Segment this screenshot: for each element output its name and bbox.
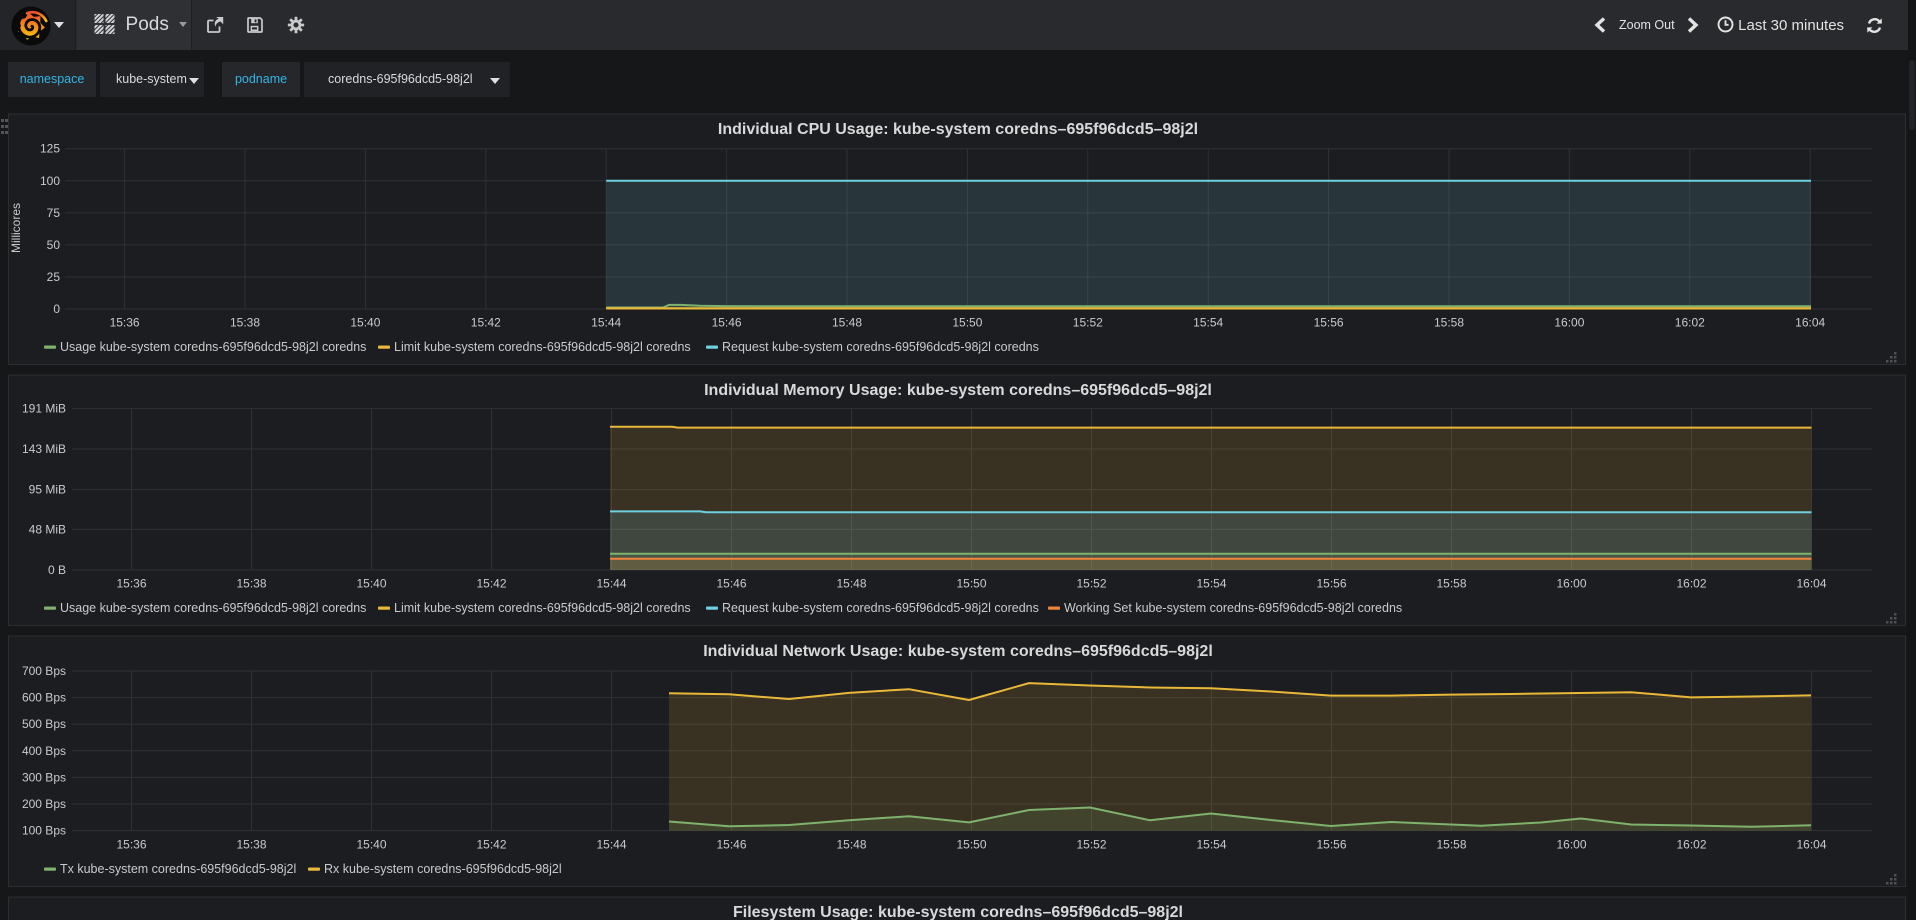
svg-text:600 Bps: 600 Bps bbox=[22, 691, 66, 705]
svg-text:300 Bps: 300 Bps bbox=[22, 770, 66, 784]
svg-text:Usage kube-system coredns-695f: Usage kube-system coredns-695f96dcd5-98j… bbox=[60, 601, 366, 615]
svg-text:15:52: 15:52 bbox=[1076, 838, 1106, 852]
svg-text:16:02: 16:02 bbox=[1676, 838, 1706, 852]
svg-text:15:46: 15:46 bbox=[716, 838, 746, 852]
svg-text:15:46: 15:46 bbox=[712, 316, 742, 330]
svg-text:0: 0 bbox=[53, 302, 60, 316]
svg-text:15:40: 15:40 bbox=[350, 316, 380, 330]
svg-text:0 B: 0 B bbox=[48, 563, 66, 577]
svg-text:50: 50 bbox=[47, 238, 61, 252]
svg-text:15:42: 15:42 bbox=[476, 838, 506, 852]
svg-text:15:56: 15:56 bbox=[1316, 838, 1346, 852]
svg-text:95 MiB: 95 MiB bbox=[29, 483, 66, 497]
svg-text:15:48: 15:48 bbox=[836, 838, 866, 852]
svg-text:15:48: 15:48 bbox=[836, 577, 866, 591]
svg-text:15:58: 15:58 bbox=[1436, 838, 1466, 852]
svg-text:100 Bps: 100 Bps bbox=[22, 824, 66, 838]
svg-text:15:52: 15:52 bbox=[1076, 577, 1106, 591]
svg-text:15:38: 15:38 bbox=[236, 838, 266, 852]
svg-text:200 Bps: 200 Bps bbox=[22, 797, 66, 811]
svg-text:48 MiB: 48 MiB bbox=[29, 522, 66, 536]
svg-text:16:02: 16:02 bbox=[1676, 577, 1706, 591]
svg-text:15:44: 15:44 bbox=[591, 316, 621, 330]
svg-text:Individual Memory Usage: kube-: Individual Memory Usage: kube-system cor… bbox=[704, 382, 1212, 399]
svg-text:Limit kube-system coredns-695f: Limit kube-system coredns-695f96dcd5-98j… bbox=[394, 340, 691, 354]
svg-text:16:04: 16:04 bbox=[1796, 577, 1826, 591]
svg-text:100: 100 bbox=[40, 174, 60, 188]
svg-text:Millicores: Millicores bbox=[9, 203, 23, 253]
svg-text:15:42: 15:42 bbox=[471, 316, 501, 330]
svg-text:Request kube-system coredns-69: Request kube-system coredns-695f96dcd5-9… bbox=[722, 340, 1039, 354]
svg-text:Rx kube-system coredns-695f96d: Rx kube-system coredns-695f96dcd5-98j2l bbox=[324, 862, 562, 876]
svg-text:16:00: 16:00 bbox=[1556, 838, 1586, 852]
svg-text:143 MiB: 143 MiB bbox=[22, 442, 66, 456]
svg-text:400 Bps: 400 Bps bbox=[22, 744, 66, 758]
svg-text:Individual CPU Usage: kube-sys: Individual CPU Usage: kube-system coredn… bbox=[718, 121, 1198, 138]
svg-text:16:00: 16:00 bbox=[1556, 577, 1586, 591]
svg-text:15:40: 15:40 bbox=[356, 577, 386, 591]
svg-text:15:44: 15:44 bbox=[596, 838, 626, 852]
svg-text:191 MiB: 191 MiB bbox=[22, 401, 66, 415]
svg-text:15:48: 15:48 bbox=[832, 316, 862, 330]
svg-text:15:44: 15:44 bbox=[596, 577, 626, 591]
svg-text:15:50: 15:50 bbox=[956, 577, 986, 591]
svg-text:15:46: 15:46 bbox=[716, 577, 746, 591]
svg-text:15:56: 15:56 bbox=[1316, 577, 1346, 591]
svg-text:Limit kube-system coredns-695f: Limit kube-system coredns-695f96dcd5-98j… bbox=[394, 601, 691, 615]
svg-text:15:36: 15:36 bbox=[116, 577, 146, 591]
svg-text:15:56: 15:56 bbox=[1314, 316, 1344, 330]
svg-text:15:54: 15:54 bbox=[1196, 838, 1226, 852]
svg-text:16:04: 16:04 bbox=[1796, 838, 1826, 852]
svg-text:25: 25 bbox=[47, 270, 61, 284]
svg-text:Usage kube-system coredns-695f: Usage kube-system coredns-695f96dcd5-98j… bbox=[60, 340, 366, 354]
svg-text:15:36: 15:36 bbox=[116, 838, 146, 852]
svg-text:15:42: 15:42 bbox=[476, 577, 506, 591]
svg-text:15:40: 15:40 bbox=[356, 838, 386, 852]
svg-text:15:38: 15:38 bbox=[236, 577, 266, 591]
svg-text:Working Set kube-system coredn: Working Set kube-system coredns-695f96dc… bbox=[1064, 601, 1402, 615]
svg-text:15:58: 15:58 bbox=[1434, 316, 1464, 330]
svg-text:125: 125 bbox=[40, 142, 60, 156]
svg-text:500 Bps: 500 Bps bbox=[22, 717, 66, 731]
svg-text:Request kube-system coredns-69: Request kube-system coredns-695f96dcd5-9… bbox=[722, 601, 1039, 615]
svg-text:15:50: 15:50 bbox=[952, 316, 982, 330]
svg-text:Filesystem Usage: kube-system: Filesystem Usage: kube-system coredns–69… bbox=[733, 904, 1183, 920]
svg-text:16:04: 16:04 bbox=[1795, 316, 1825, 330]
svg-text:Tx kube-system coredns-695f96d: Tx kube-system coredns-695f96dcd5-98j2l bbox=[60, 862, 296, 876]
svg-text:15:58: 15:58 bbox=[1436, 577, 1466, 591]
svg-text:16:00: 16:00 bbox=[1554, 316, 1584, 330]
svg-text:15:52: 15:52 bbox=[1073, 316, 1103, 330]
svg-text:15:54: 15:54 bbox=[1196, 577, 1226, 591]
svg-text:700 Bps: 700 Bps bbox=[22, 664, 66, 678]
svg-text:15:54: 15:54 bbox=[1193, 316, 1223, 330]
svg-text:15:50: 15:50 bbox=[956, 838, 986, 852]
svg-text:75: 75 bbox=[47, 206, 61, 220]
svg-text:16:02: 16:02 bbox=[1675, 316, 1705, 330]
svg-text:Individual Network Usage: kube: Individual Network Usage: kube-system co… bbox=[703, 643, 1213, 660]
svg-text:15:36: 15:36 bbox=[110, 316, 140, 330]
svg-text:15:38: 15:38 bbox=[230, 316, 260, 330]
